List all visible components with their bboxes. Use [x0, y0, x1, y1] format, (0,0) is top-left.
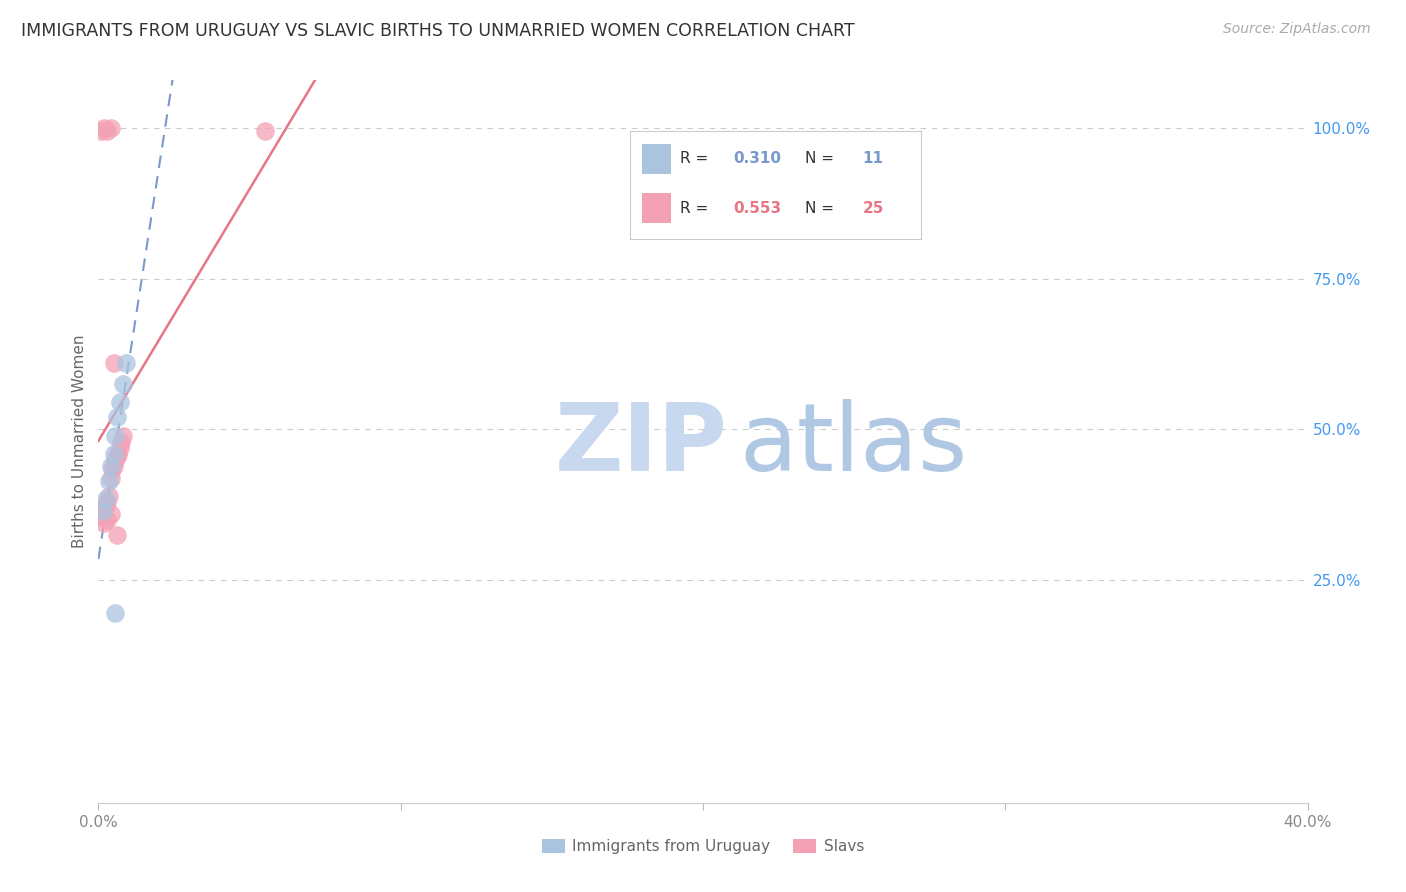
Point	[90, 124, 112, 138]
Point	[103, 446, 125, 460]
Point	[100, 121, 122, 136]
Point	[105, 410, 128, 425]
Point	[103, 356, 125, 370]
Point	[94, 491, 117, 506]
Text: atlas: atlas	[740, 399, 967, 491]
Point	[96, 494, 118, 508]
Point	[96, 124, 118, 138]
Point	[105, 528, 128, 542]
Legend: Immigrants from Uruguay, Slavs: Immigrants from Uruguay, Slavs	[536, 833, 870, 860]
Point	[93, 500, 115, 515]
Point	[90, 509, 112, 524]
Point	[91, 504, 114, 518]
Point	[91, 507, 114, 521]
Point	[103, 458, 125, 473]
Text: Source: ZipAtlas.com: Source: ZipAtlas.com	[1223, 22, 1371, 37]
Point	[108, 395, 131, 409]
Point	[96, 513, 118, 527]
Point	[100, 471, 122, 485]
Text: IMMIGRANTS FROM URUGUAY VS SLAVIC BIRTHS TO UNMARRIED WOMEN CORRELATION CHART: IMMIGRANTS FROM URUGUAY VS SLAVIC BIRTHS…	[21, 22, 855, 40]
Point	[94, 498, 117, 512]
Point	[101, 461, 124, 475]
Text: ZIP: ZIP	[554, 399, 727, 491]
Point	[111, 428, 134, 442]
Point	[107, 446, 129, 460]
Point	[104, 606, 127, 620]
Point	[93, 121, 115, 136]
Point	[100, 507, 122, 521]
Point	[93, 516, 115, 530]
Point	[253, 124, 276, 138]
Point	[114, 356, 136, 370]
Point	[100, 458, 122, 473]
Y-axis label: Births to Unmarried Women: Births to Unmarried Women	[72, 334, 87, 549]
Point	[108, 441, 131, 455]
Point	[104, 452, 127, 467]
Point	[98, 474, 121, 488]
Point	[110, 434, 132, 449]
Point	[111, 377, 134, 392]
Point	[105, 450, 128, 464]
Point	[104, 428, 127, 442]
Point	[98, 489, 121, 503]
